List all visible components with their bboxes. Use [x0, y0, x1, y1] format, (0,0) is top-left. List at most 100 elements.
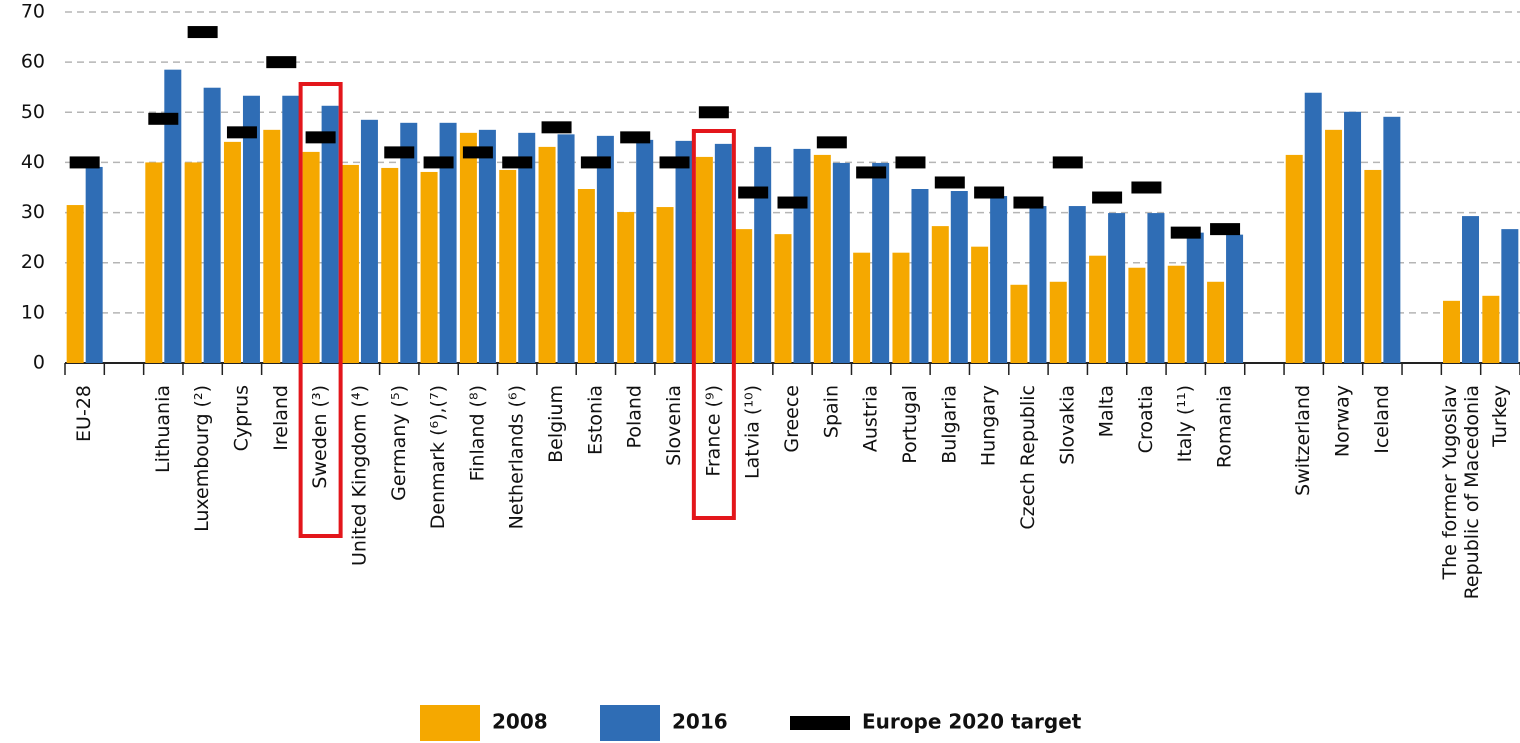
bar	[577, 189, 595, 363]
bar	[636, 139, 654, 363]
target-marker	[738, 186, 769, 199]
bar	[911, 189, 929, 363]
bar	[538, 146, 556, 363]
y-tick-label: 70	[21, 1, 45, 23]
target-marker	[1210, 223, 1241, 236]
bar	[420, 171, 438, 363]
target-marker	[187, 26, 218, 39]
bar	[1364, 169, 1382, 363]
target-marker	[974, 186, 1005, 199]
bar	[735, 229, 753, 363]
bar	[321, 105, 339, 363]
bar	[1010, 284, 1028, 363]
bar	[263, 129, 281, 363]
bar	[714, 143, 732, 363]
target-marker	[423, 156, 454, 169]
legend-swatch	[790, 716, 850, 730]
y-tick-label: 20	[21, 251, 45, 273]
bar	[1304, 92, 1322, 363]
bar	[85, 166, 103, 363]
bar	[242, 95, 260, 363]
x-tick-label: Spain	[820, 385, 842, 438]
bar	[832, 162, 850, 363]
target-marker	[620, 131, 651, 144]
bar	[892, 252, 910, 363]
target-marker	[1170, 226, 1201, 239]
x-tick-label: Portugal	[899, 385, 921, 464]
target-marker	[1131, 181, 1162, 194]
bar	[1029, 206, 1047, 363]
x-tick-label: Denmark (⁶),(⁷)	[427, 385, 449, 529]
x-tick-label: Ireland	[270, 385, 292, 451]
x-tick-label: Finland (⁸)	[466, 385, 488, 481]
bar	[499, 169, 517, 363]
x-tick-label: EU-28	[73, 385, 95, 442]
bar	[853, 252, 871, 363]
target-marker	[502, 156, 533, 169]
x-tick-label: Latvia (¹⁰)	[742, 385, 764, 479]
y-tick-label: 50	[21, 101, 45, 123]
x-tick-label: Poland	[624, 385, 646, 448]
bar	[617, 212, 635, 363]
highlight-box	[298, 82, 343, 538]
target-marker	[698, 106, 729, 119]
target-marker	[305, 131, 336, 144]
bar	[596, 135, 614, 363]
target-marker	[895, 156, 926, 169]
y-tick-label: 60	[21, 51, 45, 73]
bar	[557, 134, 575, 363]
bar	[381, 167, 399, 363]
bar	[518, 132, 536, 363]
target-marker	[816, 136, 847, 149]
bar	[1167, 265, 1185, 363]
x-tick-label: Italy (¹¹)	[1174, 385, 1196, 462]
target-marker	[541, 121, 572, 134]
bar	[1443, 300, 1461, 363]
x-tick-label: Norway	[1332, 385, 1354, 457]
x-tick-label: Hungary	[978, 385, 1000, 466]
target-marker	[934, 176, 965, 189]
x-tick-label: France (⁹)	[702, 385, 724, 477]
bar	[1207, 281, 1225, 363]
bar	[1285, 154, 1303, 363]
bar	[184, 162, 202, 363]
bar	[990, 196, 1008, 363]
bar	[656, 207, 674, 363]
x-tick-label: Slovakia	[1056, 385, 1078, 465]
bar	[478, 129, 496, 363]
target-marker	[1092, 191, 1123, 204]
legend-swatch	[420, 705, 480, 741]
target-marker	[659, 156, 690, 169]
bar	[1482, 295, 1500, 363]
target-marker	[226, 126, 257, 139]
bar	[282, 95, 300, 363]
legend-label: 2008	[492, 710, 548, 734]
target-marker	[266, 56, 297, 69]
legend-label: 2016	[672, 710, 728, 734]
x-tick-label: Czech Republic	[1017, 385, 1039, 530]
bar	[754, 146, 772, 363]
bar	[203, 87, 221, 364]
bar	[1128, 267, 1146, 363]
bar	[1049, 281, 1067, 363]
bar	[793, 148, 811, 363]
bar	[950, 191, 968, 363]
bar	[459, 132, 477, 363]
target-marker	[384, 146, 415, 159]
x-tick-label: Malta	[1096, 385, 1118, 437]
bar	[1226, 234, 1244, 363]
legend-swatch	[600, 705, 660, 741]
bar	[360, 119, 378, 363]
bar	[439, 122, 457, 364]
bar	[675, 140, 693, 363]
x-tick-label: Sweden (³)	[309, 385, 331, 489]
bar	[1344, 111, 1362, 363]
legend-label: Europe 2020 target	[862, 710, 1082, 734]
bar	[872, 162, 890, 363]
bar	[1147, 213, 1165, 363]
target-marker	[148, 112, 179, 125]
bar	[695, 156, 713, 363]
x-tick-label: Netherlands (⁶)	[506, 385, 528, 529]
x-tick-label: Iceland	[1371, 385, 1393, 454]
